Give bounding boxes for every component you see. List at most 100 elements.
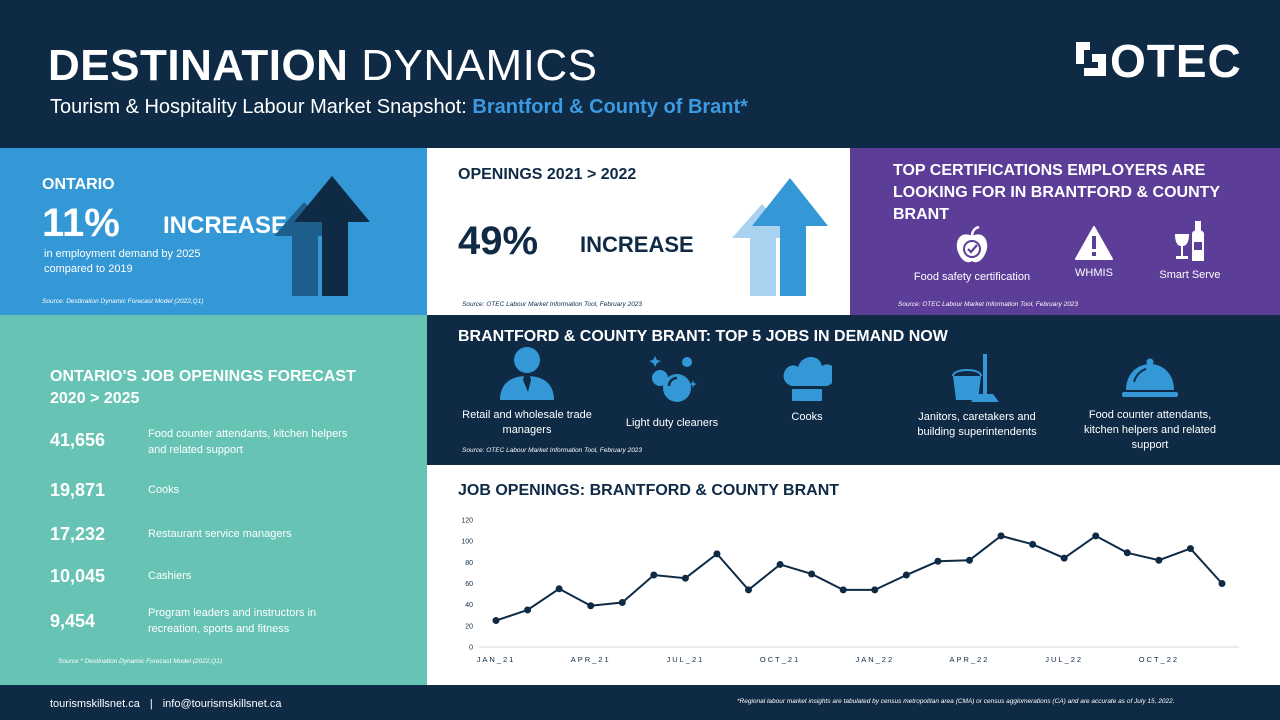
job-openings-line-chart: 0 20 40 60 80 100 120 JAN_21 APR_21 JUL_21 OCT_21 J… [461,518,1239,664]
job-label: Cooks [791,411,823,423]
chart-axes: 0 20 40 60 80 100 120 JAN_21 APR_21 JUL_21 OCT_21 J… [461,518,1239,664]
job-item: Light duty cleaners [612,352,732,431]
mop-bucket-icon [952,354,999,402]
y-tick-label: 0 [469,645,473,652]
top-jobs-source: Source: OTEC Labour Market Information T… [462,447,643,454]
x-tick-label: APR_21 [571,655,611,664]
data-point [934,557,942,565]
up-arrows-icon [732,178,828,296]
data-point [524,606,532,614]
bubbles-icon [649,356,697,402]
page-title: DESTINATION DYNAMICS [48,42,597,90]
forecast-value: 17,232 [50,524,106,544]
y-tick-label: 40 [465,602,473,609]
up-arrows-icon [274,176,370,296]
forecast-label: Restaurant service managers [148,528,292,540]
ontario-description: in employment demand by 2025 compared to… [44,248,201,275]
x-tick-label: OCT_21 [760,655,800,664]
forecast-label: Program leaders and instructors in recre… [148,607,317,635]
openings-source: Source: OTEC Labour Market Information T… [462,301,643,308]
footer-contact: tourismskillsnet.ca | info@tourismskillsne… [50,697,281,711]
data-point [650,571,658,579]
title-bold: DESTINATION [48,41,349,90]
data-point [1029,540,1037,548]
ontario-source: Source: Destination Dynamic Forecast Mod… [42,298,204,305]
ontario-percent: 11% [42,201,120,245]
openings-increase: INCREASE [580,232,694,257]
manager-icon [500,347,554,400]
data-point [745,586,753,594]
forecast-label: Cashiers [148,570,192,582]
data-point [808,570,816,578]
cloche-icon [1122,358,1178,397]
forecast-panel [0,315,427,685]
subtitle-highlight: Brantford & County of Brant* [472,96,748,118]
data-point [555,585,563,593]
y-tick-label: 20 [465,623,473,630]
top-jobs-title: BRANTFORD & COUNTY BRANT: TOP 5 JOBS IN … [458,328,948,345]
ontario-panel [0,148,427,315]
data-point [839,586,847,594]
chart-points [492,532,1226,625]
openings-percent: 49% [458,219,539,263]
wine-bottle-icon [1175,221,1204,261]
data-point [713,550,721,558]
forecast-value: 19,871 [50,480,106,500]
apple-check-icon [956,226,988,263]
footer-email-link[interactable]: info@tourismskillsnet.ca [162,698,282,710]
cert-label: Smart Serve [1159,269,1221,281]
data-point [1123,549,1131,557]
data-point [1218,580,1226,587]
y-tick-label: 120 [461,518,473,525]
ontario-label: ONTARIO [42,176,115,193]
forecast-value: 41,656 [50,430,106,450]
chef-hat-icon [783,357,832,401]
x-tick-label: APR_22 [950,655,990,664]
y-tick-label: 60 [465,581,473,588]
forecast-label: Cooks [148,484,180,496]
job-item: Retail and wholesale trade managers [462,346,592,438]
footer-note: *Regional labour market insights are tab… [737,698,1175,705]
data-point [997,532,1005,540]
forecast-source: Source * Destination Dynamic Forecast Mo… [58,658,223,665]
ontario-increase: INCREASE [163,212,288,239]
cert-item: Food safety certification [906,226,1038,284]
data-point [1060,554,1068,562]
data-point [1155,556,1163,564]
certifications-title: TOP CERTIFICATIONS EMPLOYERS ARE LOOKING… [893,162,1220,223]
chart-line [495,534,1223,622]
forecast-label: Food counter attendants, kitchen helpers… [148,428,348,456]
footer-website-link[interactable]: tourismskillsnet.ca [50,698,140,710]
cert-label: WHMIS [1075,267,1113,279]
title-light: DYNAMICS [361,41,598,90]
page-subtitle: Tourism & Hospitality Labour Market Snap… [50,94,748,120]
logo-text: OTEC [1110,35,1242,87]
y-tick-label: 100 [461,539,473,546]
data-point [902,571,910,579]
data-point [1092,532,1100,540]
x-tick-label: JUL_22 [1045,655,1083,664]
x-tick-label: OCT_22 [1139,655,1179,664]
subtitle-prefix: Tourism & Hospitality Labour Market Snap… [50,96,467,118]
data-point [587,602,595,610]
data-point [492,617,500,625]
data-point [776,560,784,568]
cert-item: Smart Serve [1150,220,1230,282]
header-banner [0,0,1280,148]
warning-icon [1075,226,1113,260]
data-point [618,599,626,607]
job-item: Cooks [762,356,852,425]
chart-panel [427,465,1280,685]
series-line [495,534,1223,622]
x-tick-label: JAN_22 [855,655,894,664]
forecast-title: ONTARIO'S JOB OPENINGS FORECAST 2020 > 2… [50,368,356,407]
y-tick-label: 80 [465,560,473,567]
job-item: Janitors, caretakers and building superi… [908,354,1046,440]
x-tick-label: JUL_21 [666,655,704,664]
data-point [965,556,973,564]
cert-label: Food safety certification [913,271,1031,283]
job-label: Food counter attendants, kitchen helpers… [1083,409,1217,451]
job-label: Janitors, caretakers and building superi… [917,411,1037,438]
job-label: Light duty cleaners [625,417,719,429]
cert-item: WHMIS [1058,226,1130,280]
